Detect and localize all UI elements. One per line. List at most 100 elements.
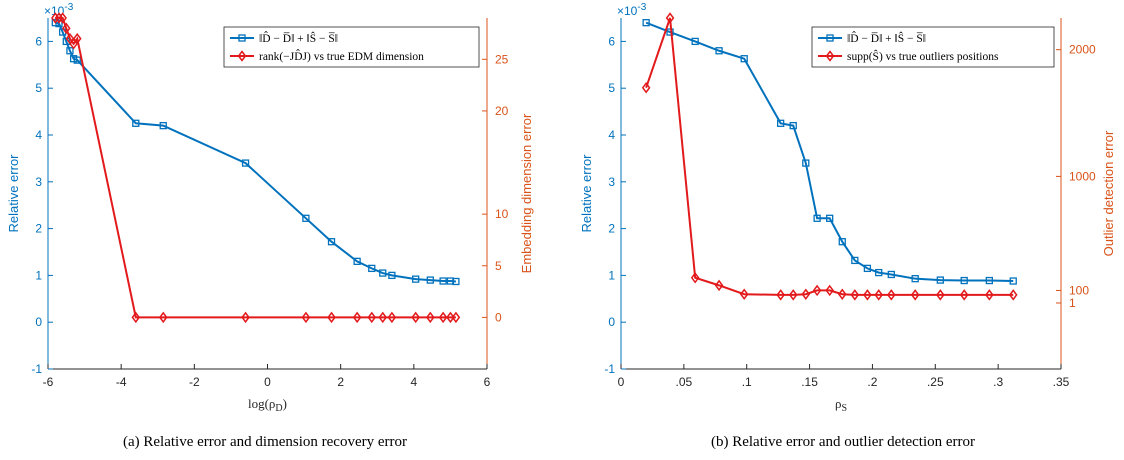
left-y-tick-label: 6: [35, 34, 42, 48]
x-axis-label: ρS: [835, 396, 847, 414]
left-y-tick-label: 0: [35, 315, 42, 329]
data-point-square: [887, 270, 895, 279]
data-point-square: [1009, 277, 1017, 285]
x-tick-label: .05: [676, 375, 693, 389]
data-point-diamond: [425, 311, 435, 324]
chart-b: 0.05.1.15.2.25.3.35-10123456110010002000…: [579, 2, 1116, 450]
data-point-square: [826, 214, 834, 222]
x-axis-label-main: log(ρ: [248, 396, 275, 411]
data-point-square: [66, 47, 74, 55]
data-point-square: [985, 276, 993, 285]
data-point-square: [838, 238, 846, 246]
right-y-tick-label: 1000: [1069, 169, 1096, 183]
legend-square-marker: [238, 34, 246, 42]
left-y-axis-label: Relative error: [6, 154, 21, 233]
right-y-tick-label: 1: [1069, 296, 1076, 310]
right-y-tick-label: 100: [1069, 283, 1089, 297]
x-axis-label: log(ρD): [248, 396, 287, 414]
data-point-diamond: [378, 311, 388, 324]
x-tick-label: .35: [1053, 375, 1070, 389]
exponent-power: -3: [64, 2, 73, 13]
exponent-base: ×10: [617, 4, 638, 18]
data-point-diamond: [936, 289, 945, 301]
x-tick-label: -4: [116, 375, 127, 389]
data-point-diamond: [690, 272, 700, 284]
left-y-tick-label: 2: [35, 222, 42, 236]
data-point-square: [327, 238, 336, 246]
legend: ‖D̂ − D̅‖ + ‖Ŝ − S̅‖ supp(Ŝ) vs true outl…: [811, 26, 1055, 68]
data-point-square: [642, 19, 650, 27]
data-point-diamond: [131, 311, 141, 324]
legend-diamond-marker: [825, 50, 835, 62]
right-y-tick-label: 25: [495, 52, 509, 66]
data-point-diamond: [387, 311, 397, 324]
data-point-square: [452, 277, 460, 286]
right-y-axis-label: Embedding dimension error: [519, 113, 534, 273]
data-point-square: [960, 276, 968, 285]
figure-caption: (a) Relative error and dimension recover…: [123, 434, 407, 450]
left-axis-exponent: ×10-3: [617, 2, 647, 18]
right-y-tick-label: 0: [495, 310, 502, 324]
x-axis-label-main: ρ: [835, 396, 842, 411]
x-tick-label: -6: [43, 375, 54, 389]
left-y-tick-label: 4: [608, 128, 615, 142]
left-y-tick-label: 5: [35, 81, 42, 95]
legend-entry: ‖D̂ − D̅‖ + ‖Ŝ − S̅‖: [847, 31, 926, 45]
left-y-tick-label: -1: [604, 362, 615, 376]
data-point-square: [241, 159, 250, 167]
data-point-square: [666, 28, 674, 36]
x-tick-label: .3: [993, 375, 1003, 389]
data-point-diamond: [863, 289, 872, 301]
left-y-tick-label: 4: [35, 128, 42, 142]
data-point-square: [73, 56, 81, 64]
legend-entry: rank(−JD̂J) vs true EDM dimension: [259, 49, 424, 63]
data-point-square: [368, 264, 376, 273]
data-point-square: [412, 275, 420, 283]
data-point-diamond: [739, 288, 749, 300]
legend-entry: ‖D̂ − D̅‖ + ‖Ŝ − S̅‖: [259, 31, 338, 45]
legend: ‖D̂ − D̅‖ + ‖Ŝ − S̅‖ rank(−JD̂J) vs true …: [223, 26, 480, 68]
data-point-square: [132, 119, 140, 127]
data-point-square: [789, 121, 797, 130]
data-point-diamond: [438, 311, 448, 324]
data-point-square: [353, 257, 361, 266]
data-point-square: [936, 276, 944, 284]
left-y-tick-label: 3: [35, 175, 42, 189]
x-axis-label-sub: D: [275, 403, 282, 414]
x-tick-label: 4: [410, 375, 417, 389]
x-tick-label: .15: [801, 375, 818, 389]
data-point-diamond: [352, 311, 362, 324]
legend-diamond-marker: [237, 50, 247, 62]
data-point-diamond: [58, 12, 67, 24]
data-point-diamond: [874, 289, 884, 301]
data-point-diamond: [451, 311, 461, 324]
chart-a: -6 -4 -2 0 2 4 6 -1 0 1 2 3 4 5 6 0 5 10 20 25 ×10-3 Relative…: [6, 2, 534, 450]
data-point-square: [863, 264, 872, 273]
legend-box: [811, 26, 1055, 68]
data-point-diamond: [714, 279, 724, 292]
x-tick-label: .1: [742, 375, 752, 389]
data-point-diamond: [641, 81, 651, 94]
data-point-diamond: [825, 284, 834, 297]
data-point-square: [715, 47, 723, 55]
data-point-diamond: [158, 311, 168, 324]
data-point-diamond: [788, 289, 798, 301]
data-point-diamond: [72, 32, 82, 45]
left-y-tick-label: 5: [608, 81, 615, 95]
series-line-relative-error: [645, 21, 1014, 283]
data-point-square: [911, 275, 919, 283]
data-point-diamond: [850, 289, 860, 301]
data-point-diamond: [665, 12, 675, 24]
data-point-diamond: [61, 22, 71, 35]
data-point-diamond: [910, 289, 920, 301]
data-point-square: [777, 119, 785, 127]
legend-square-marker: [826, 34, 834, 42]
legend-entry: supp(Ŝ) vs true outliers positions: [847, 49, 999, 63]
data-point-square: [69, 55, 78, 63]
x-axis-label-close: ): [283, 396, 287, 411]
data-point-diamond: [837, 288, 847, 300]
data-point-diamond: [301, 311, 311, 324]
left-y-tick-label: 0: [608, 315, 615, 329]
data-point-square: [55, 19, 63, 28]
